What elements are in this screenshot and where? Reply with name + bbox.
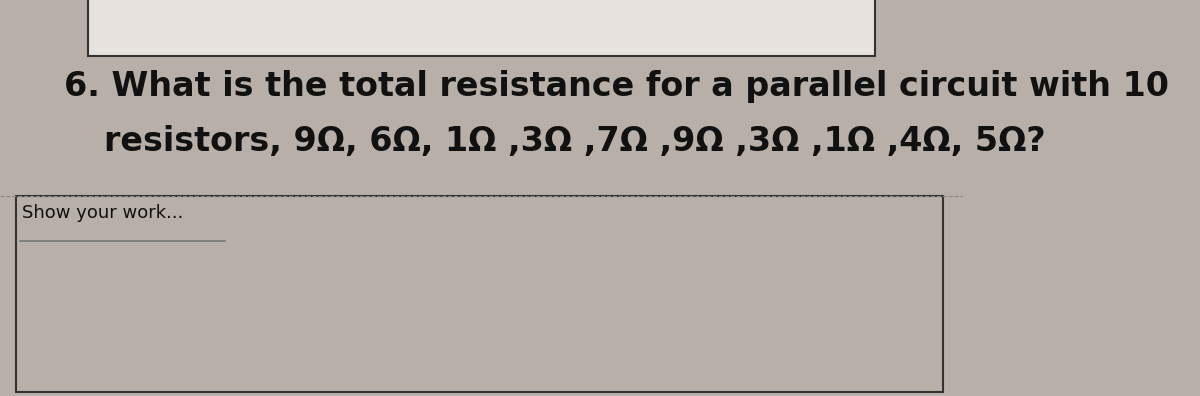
FancyBboxPatch shape — [89, 0, 875, 56]
Text: 6. What is the total resistance for a parallel circuit with 10: 6. What is the total resistance for a pa… — [65, 70, 1169, 103]
FancyBboxPatch shape — [16, 196, 943, 392]
Text: Show your work...: Show your work... — [23, 204, 184, 222]
Text: resistors, 9Ω, 6Ω, 1Ω ,3Ω ,7Ω ,9Ω ,3Ω ,1Ω ,4Ω, 5Ω?: resistors, 9Ω, 6Ω, 1Ω ,3Ω ,7Ω ,9Ω ,3Ω ,1… — [104, 124, 1046, 158]
